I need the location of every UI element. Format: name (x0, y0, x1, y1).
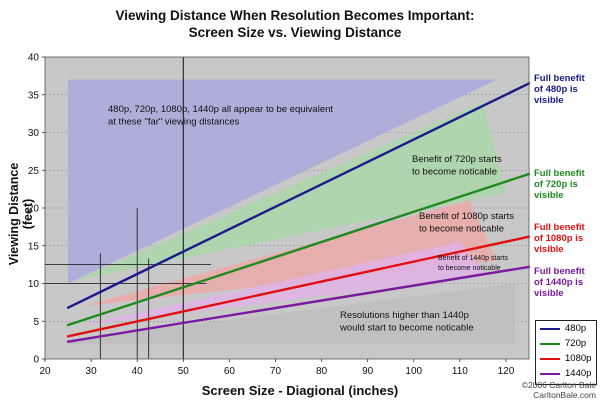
right-label-1440p-line2: of 1440p is (534, 277, 584, 288)
x-tick-label: 90 (362, 366, 374, 377)
right-label-1080p-line1: Full benefit (534, 222, 585, 233)
y-tick-label: 20 (28, 204, 40, 215)
legend-swatch-1440p (540, 372, 560, 375)
x-tick-label: 70 (270, 366, 282, 377)
annotation-far-line1: 480p, 720p, 1080p, 1440p all appear to b… (108, 104, 333, 115)
chart-title-line1: Viewing Distance When Resolution Becomes… (115, 8, 475, 23)
right-label-480p-line2: of 480p is (534, 84, 578, 95)
x-tick-label: 110 (452, 366, 468, 377)
region-higher (68, 283, 516, 344)
x-tick-label: 80 (316, 366, 328, 377)
y-tick-label: 5 (33, 317, 39, 328)
annotation-720p-line2: to become noticable (412, 167, 497, 178)
right-label-480p: Full benefit of 480p is visible (534, 73, 585, 106)
y-tick-label: 35 (28, 90, 40, 101)
right-label-1440p-line1: Full benefit (534, 266, 585, 277)
series-line-720p (66, 172, 531, 327)
copyright: ©2006 Carlton Bale CarltonBale.com (522, 380, 596, 400)
legend-label-480p: 480p (565, 323, 587, 334)
annotation-1440p-line1: Benefit of 1440p starts (438, 255, 509, 262)
y-tick-label: 15 (28, 241, 40, 252)
annotation-1080p-line1: Benefit of 1080p starts (419, 211, 514, 222)
x-tick-label: 120 (498, 366, 515, 377)
copyright-line1: ©2006 Carlton Bale (521, 380, 596, 390)
annotation-1080p-line2: to become noticable (419, 224, 504, 235)
right-label-1440p: Full benefit of 1440p is visible (534, 266, 585, 299)
right-label-480p-line1: Full benefit (534, 73, 585, 84)
y-tick-label: 10 (28, 279, 40, 290)
legend-item-1080p: 1080p (536, 351, 596, 366)
region-far (68, 79, 497, 284)
legend-label-1440p: 1440p (565, 368, 592, 379)
right-label-1080p: Full benefit of 1080p is visible (534, 222, 585, 255)
right-label-720p-line2: of 720p is (534, 179, 578, 190)
x-tick-label: 60 (224, 366, 236, 377)
right-label-1440p-line3: visible (534, 288, 564, 299)
right-label-1080p-line2: of 1080p is (534, 233, 584, 244)
annotation-higher-line1: Resolutions higher than 1440p (340, 310, 469, 321)
legend-label-1080p: 1080p (565, 353, 592, 364)
legend: 480p 720p 1080p 1440p (535, 320, 597, 385)
annotation-far-line2: at these "far" viewing distances (108, 117, 240, 128)
legend-swatch-1080p (540, 357, 560, 360)
right-label-720p: Full benefit of 720p is visible (534, 168, 585, 201)
y-tick-label: 40 (28, 53, 40, 64)
x-axis-label: Screen Size - Diagional (inches) (201, 383, 399, 398)
y-tick-label: 30 (28, 128, 40, 139)
annotation-720p-line1: Benefit of 720p starts (412, 154, 502, 165)
chart-title-line2: Screen Size vs. Viewing Distance (188, 25, 402, 40)
x-tick-label: 50 (178, 366, 190, 377)
series-line-1080p (66, 235, 531, 338)
series-line-1440p (66, 265, 531, 343)
right-label-720p-line3: visible (534, 190, 564, 201)
copyright-line2: CarltonBale.com (533, 390, 596, 400)
right-label-480p-line3: visible (534, 95, 564, 106)
y-tick-label: 25 (28, 166, 40, 177)
legend-swatch-720p (540, 342, 560, 345)
series-line-480p (66, 82, 531, 309)
right-label-1080p-line3: visible (534, 244, 564, 255)
legend-item-480p: 480p (536, 321, 596, 336)
legend-label-720p: 720p (565, 338, 587, 349)
annotation-1440p-line2: to become noticable (438, 265, 501, 272)
legend-item-720p: 720p (536, 336, 596, 351)
x-tick-label: 40 (132, 366, 144, 377)
x-tick-label: 100 (405, 366, 422, 377)
x-tick-label: 20 (39, 366, 51, 377)
legend-item-1440p: 1440p (536, 366, 596, 381)
legend-swatch-480p (540, 327, 560, 330)
right-label-720p-line1: Full benefit (534, 168, 585, 179)
y-tick-label: 0 (33, 355, 39, 366)
y-axis-label: Viewing Distance (feet) (7, 162, 35, 266)
annotation-higher-line2: would start to become noticable (339, 323, 474, 334)
x-tick-label: 30 (86, 366, 98, 377)
